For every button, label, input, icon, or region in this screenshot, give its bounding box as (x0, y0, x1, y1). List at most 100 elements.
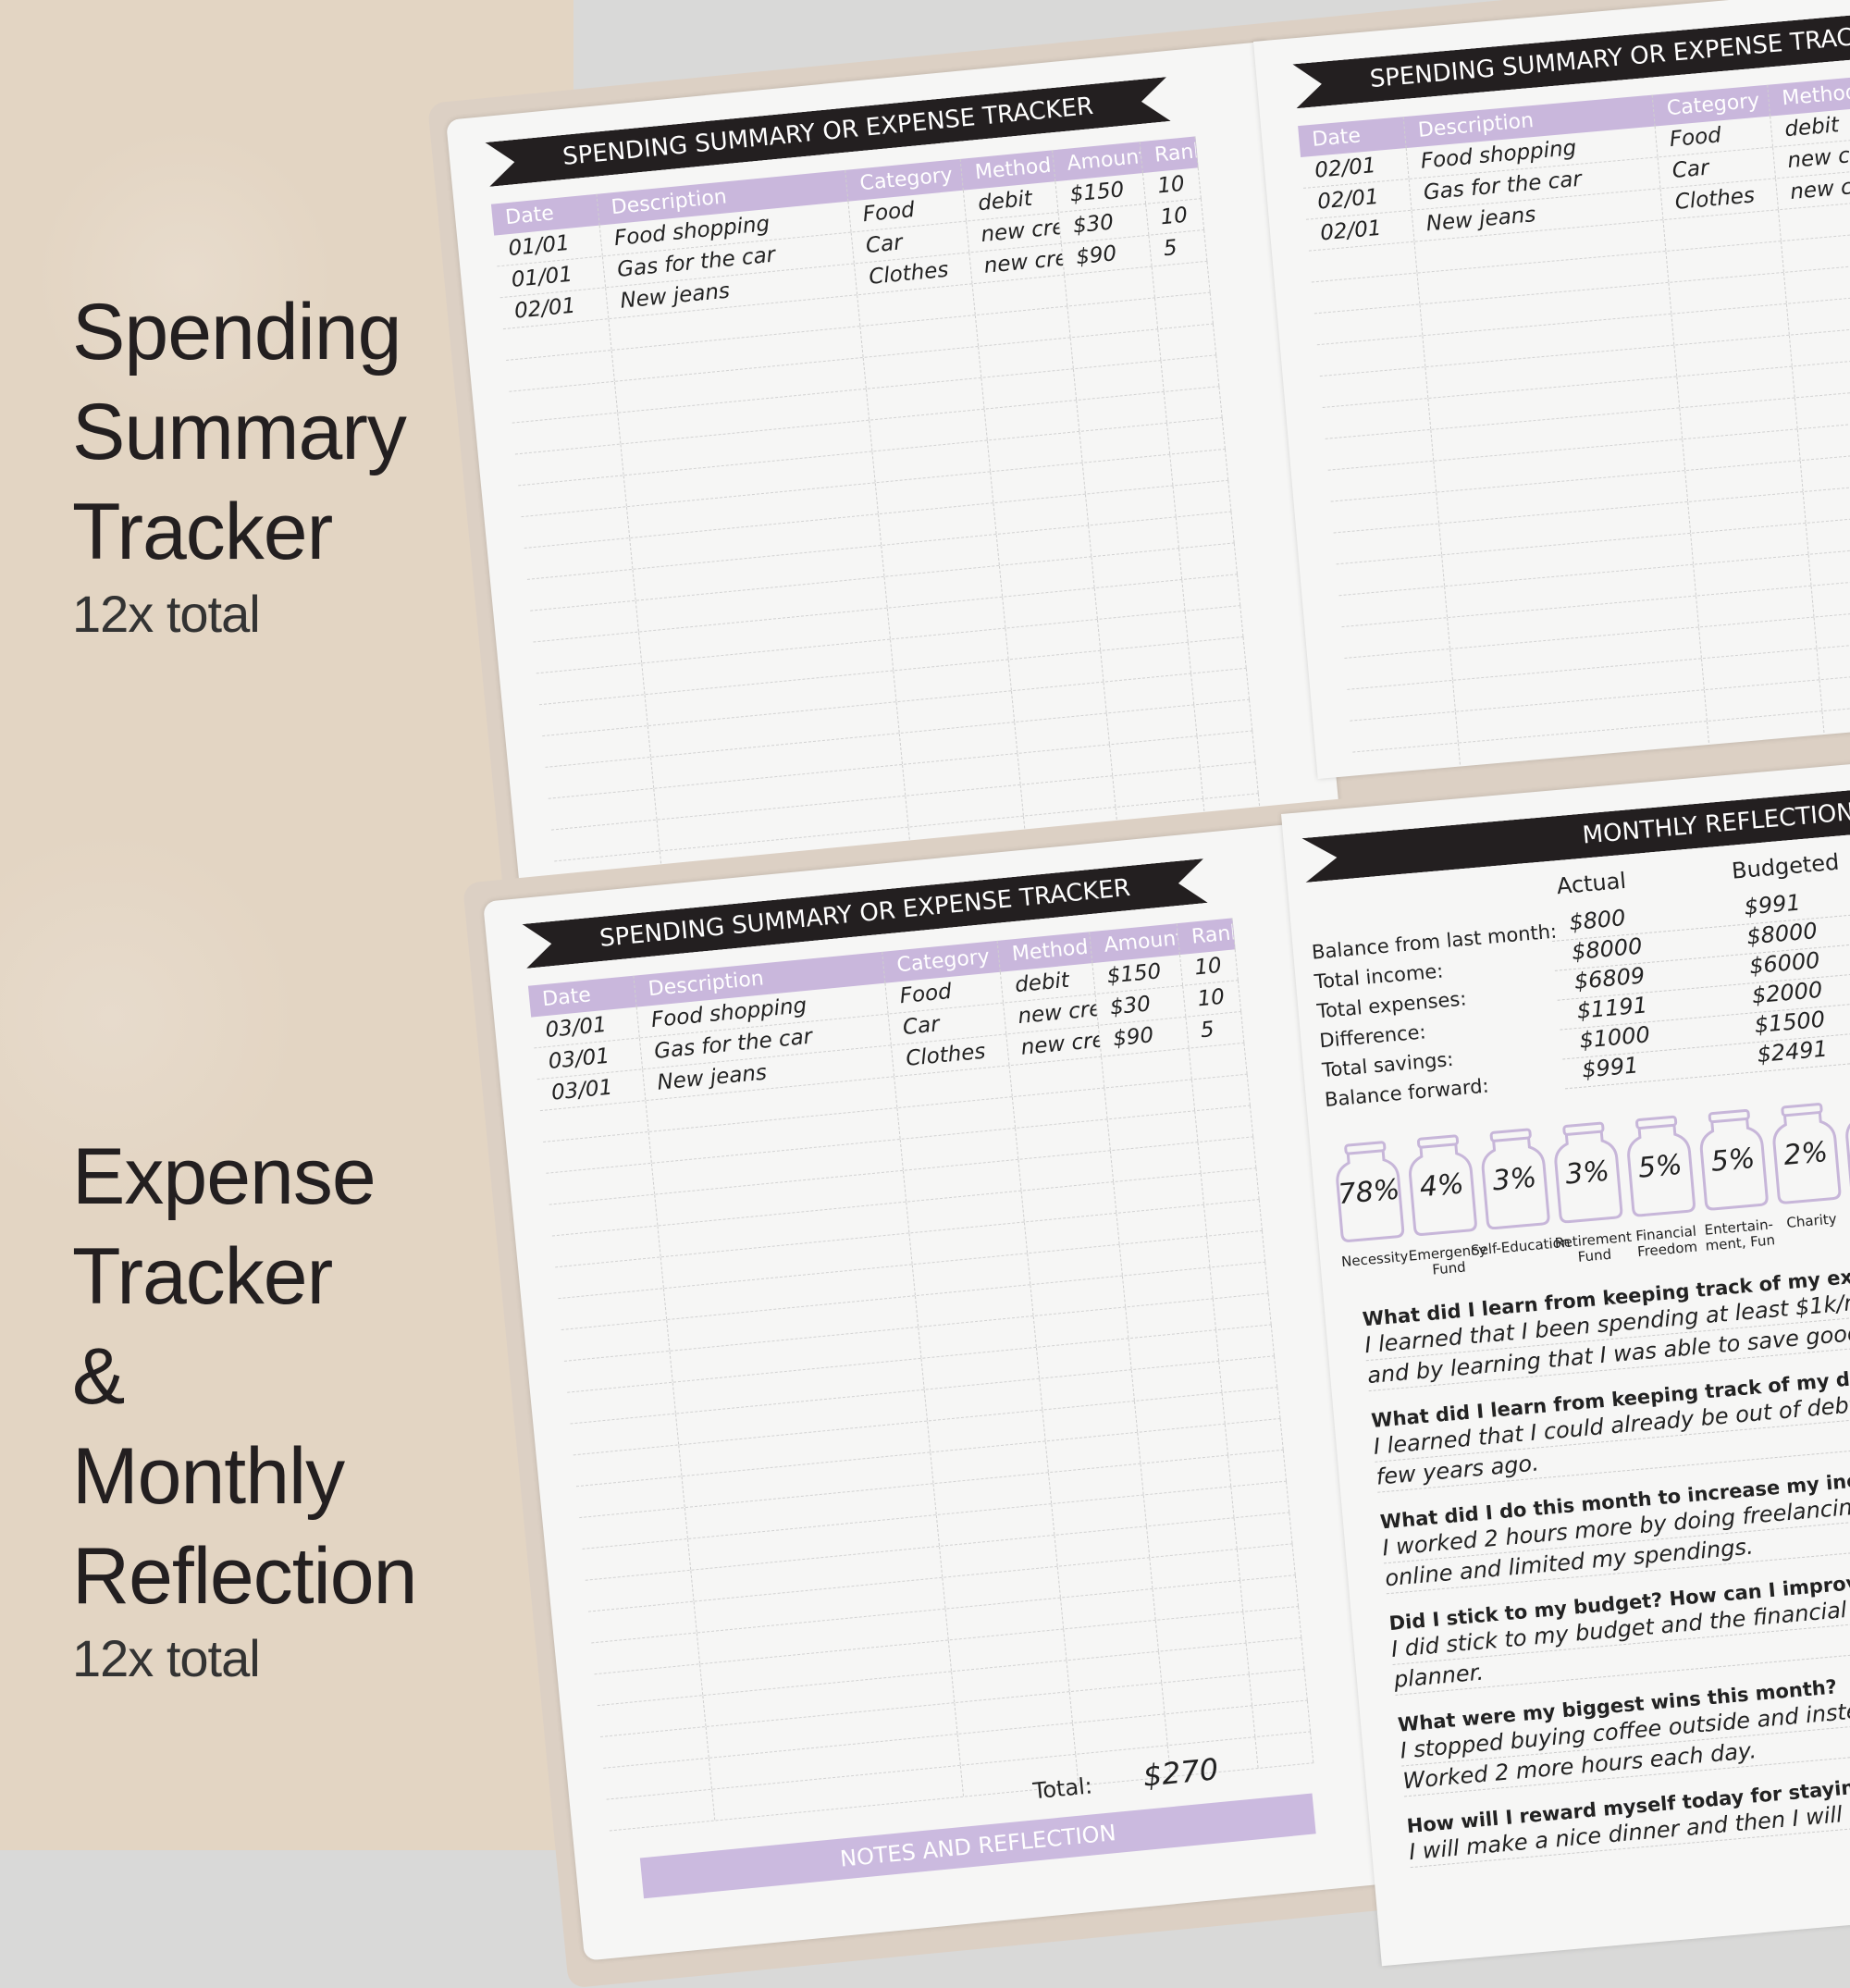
summary-label: Difference: (1318, 1020, 1427, 1053)
savings-jar: 5% Financial Freedom (1620, 1113, 1700, 1260)
table-cell (1231, 1481, 1290, 1518)
table-cell (1194, 699, 1253, 736)
table-cell: 5 (1149, 229, 1208, 266)
table-cell (1249, 1669, 1308, 1706)
jar-icon (1772, 1103, 1842, 1204)
summary-label: Balance forward: (1324, 1074, 1490, 1112)
savings-jar: Ed (1838, 1093, 1850, 1201)
table-cell (1240, 1575, 1299, 1611)
budgeted-value: $8000 (1745, 918, 1819, 950)
column-budgeted: Budgeted (1731, 848, 1841, 884)
jar-label: Ed (1834, 1203, 1850, 1227)
title-line: Spending (72, 288, 401, 377)
table-cell (1228, 1450, 1287, 1487)
table-cell (1195, 1105, 1254, 1142)
savings-jar: 3% Self-Education (1470, 1125, 1571, 1259)
title-expense-tracker-monthly-reflection: Expense Tracker & Monthly Reflection 12x… (72, 1127, 417, 1691)
table-cell: 10 (1142, 167, 1202, 204)
savings-jar: 78% Necessity (1328, 1138, 1409, 1270)
page-top-left: SPENDING SUMMARY OR EXPENSE TRACKER Date D… (446, 41, 1342, 913)
actual-value: $1000 (1578, 1021, 1651, 1054)
jar-icon (1554, 1121, 1623, 1224)
table-cell (1189, 1043, 1248, 1080)
table-cell (1201, 1168, 1260, 1204)
table-cell (1210, 1262, 1269, 1299)
table-cell (1191, 668, 1250, 705)
savings-jar: 4% Emergency Fund (1401, 1131, 1487, 1278)
savings-jar: 3% Retirement Fund (1547, 1118, 1633, 1266)
jar-icon (1336, 1141, 1405, 1242)
jar-percent: 78% (1337, 1173, 1401, 1212)
table-cell (1197, 731, 1256, 768)
summary-label: Total savings: (1321, 1047, 1455, 1082)
subtitle-count: 12x total (72, 585, 261, 643)
table-cell (1158, 324, 1217, 361)
savings-jar: 2% Charity (1765, 1100, 1845, 1231)
table-cell (1185, 606, 1244, 642)
title-line: Summary (72, 388, 407, 476)
table-cell (1176, 512, 1235, 549)
jar-icon (1481, 1128, 1550, 1230)
table-cell (1213, 1293, 1272, 1330)
table-cell (1154, 292, 1214, 329)
table-cell (1207, 1230, 1266, 1267)
table-cell (1225, 1418, 1284, 1455)
title-line: Expense (72, 1132, 376, 1221)
table-cell (1234, 1513, 1293, 1550)
title-line: Monthly (72, 1432, 345, 1521)
table-cell (1161, 355, 1220, 391)
budgeted-value: $991 (1743, 889, 1802, 920)
column-header-rank: Rank (1177, 918, 1236, 956)
table-cell (1188, 636, 1247, 673)
jar-percent: 3% (1563, 1155, 1611, 1192)
title-line: Tracker (72, 1232, 333, 1321)
total-label: Total: (1031, 1772, 1094, 1805)
table-cell (1179, 543, 1238, 579)
table-cell (1152, 261, 1211, 298)
column-actual: Actual (1555, 867, 1628, 900)
title-line: Reflection (72, 1532, 417, 1621)
jar-percent: 4% (1418, 1167, 1465, 1204)
table-cell: 10 (1146, 199, 1205, 235)
jar-icon (1409, 1134, 1477, 1236)
table-cell (1237, 1544, 1296, 1580)
table-cell (1198, 1137, 1257, 1173)
table-cell (1243, 1606, 1302, 1643)
table-cell (1255, 1732, 1314, 1768)
jar-percent: 2% (1782, 1135, 1830, 1172)
summary-label: Total expenses: (1315, 987, 1468, 1023)
budgeted-value: $2000 (1750, 976, 1824, 1009)
actual-value: $8000 (1570, 932, 1644, 966)
table-cell (1173, 480, 1232, 517)
actual-value: $1191 (1575, 992, 1649, 1024)
table-cell (1191, 1074, 1251, 1111)
table-cell (1200, 762, 1259, 798)
actual-value: $6809 (1572, 962, 1646, 995)
table-cell: 10 (1179, 949, 1239, 985)
table-cell (1170, 449, 1229, 486)
summary-label: Balance from last month: (1311, 920, 1558, 964)
page-bottom-left: SPENDING SUMMARY OR EXPENSE TRACKER Date D… (483, 822, 1405, 1961)
table-cell (1164, 387, 1223, 423)
subtitle-count: 12x total (72, 1629, 261, 1687)
table-cell (1246, 1637, 1305, 1674)
table-cell (1204, 1199, 1263, 1236)
budgeted-value: $2491 (1756, 1035, 1829, 1068)
actual-value: $800 (1568, 905, 1627, 936)
total-value: $270 (1141, 1751, 1220, 1794)
budgeted-value: $6000 (1748, 946, 1821, 980)
jar-percent: 5% (1636, 1148, 1684, 1185)
title-line: & (72, 1332, 125, 1421)
budgeted-value: $1500 (1753, 1006, 1827, 1039)
jar-icon (1845, 1105, 1850, 1198)
table-cell (1252, 1700, 1312, 1737)
table-cell (1216, 1325, 1275, 1361)
jar-icon (1627, 1115, 1696, 1217)
page-bottom-right: MONTHLY REFLECTIONActualBudgetedNeBalanc… (1281, 741, 1850, 1967)
table-cell: 10 (1183, 981, 1242, 1017)
jar-icon (1699, 1108, 1769, 1211)
jar-percent: 3% (1491, 1161, 1538, 1198)
title-line: Tracker (72, 488, 333, 576)
